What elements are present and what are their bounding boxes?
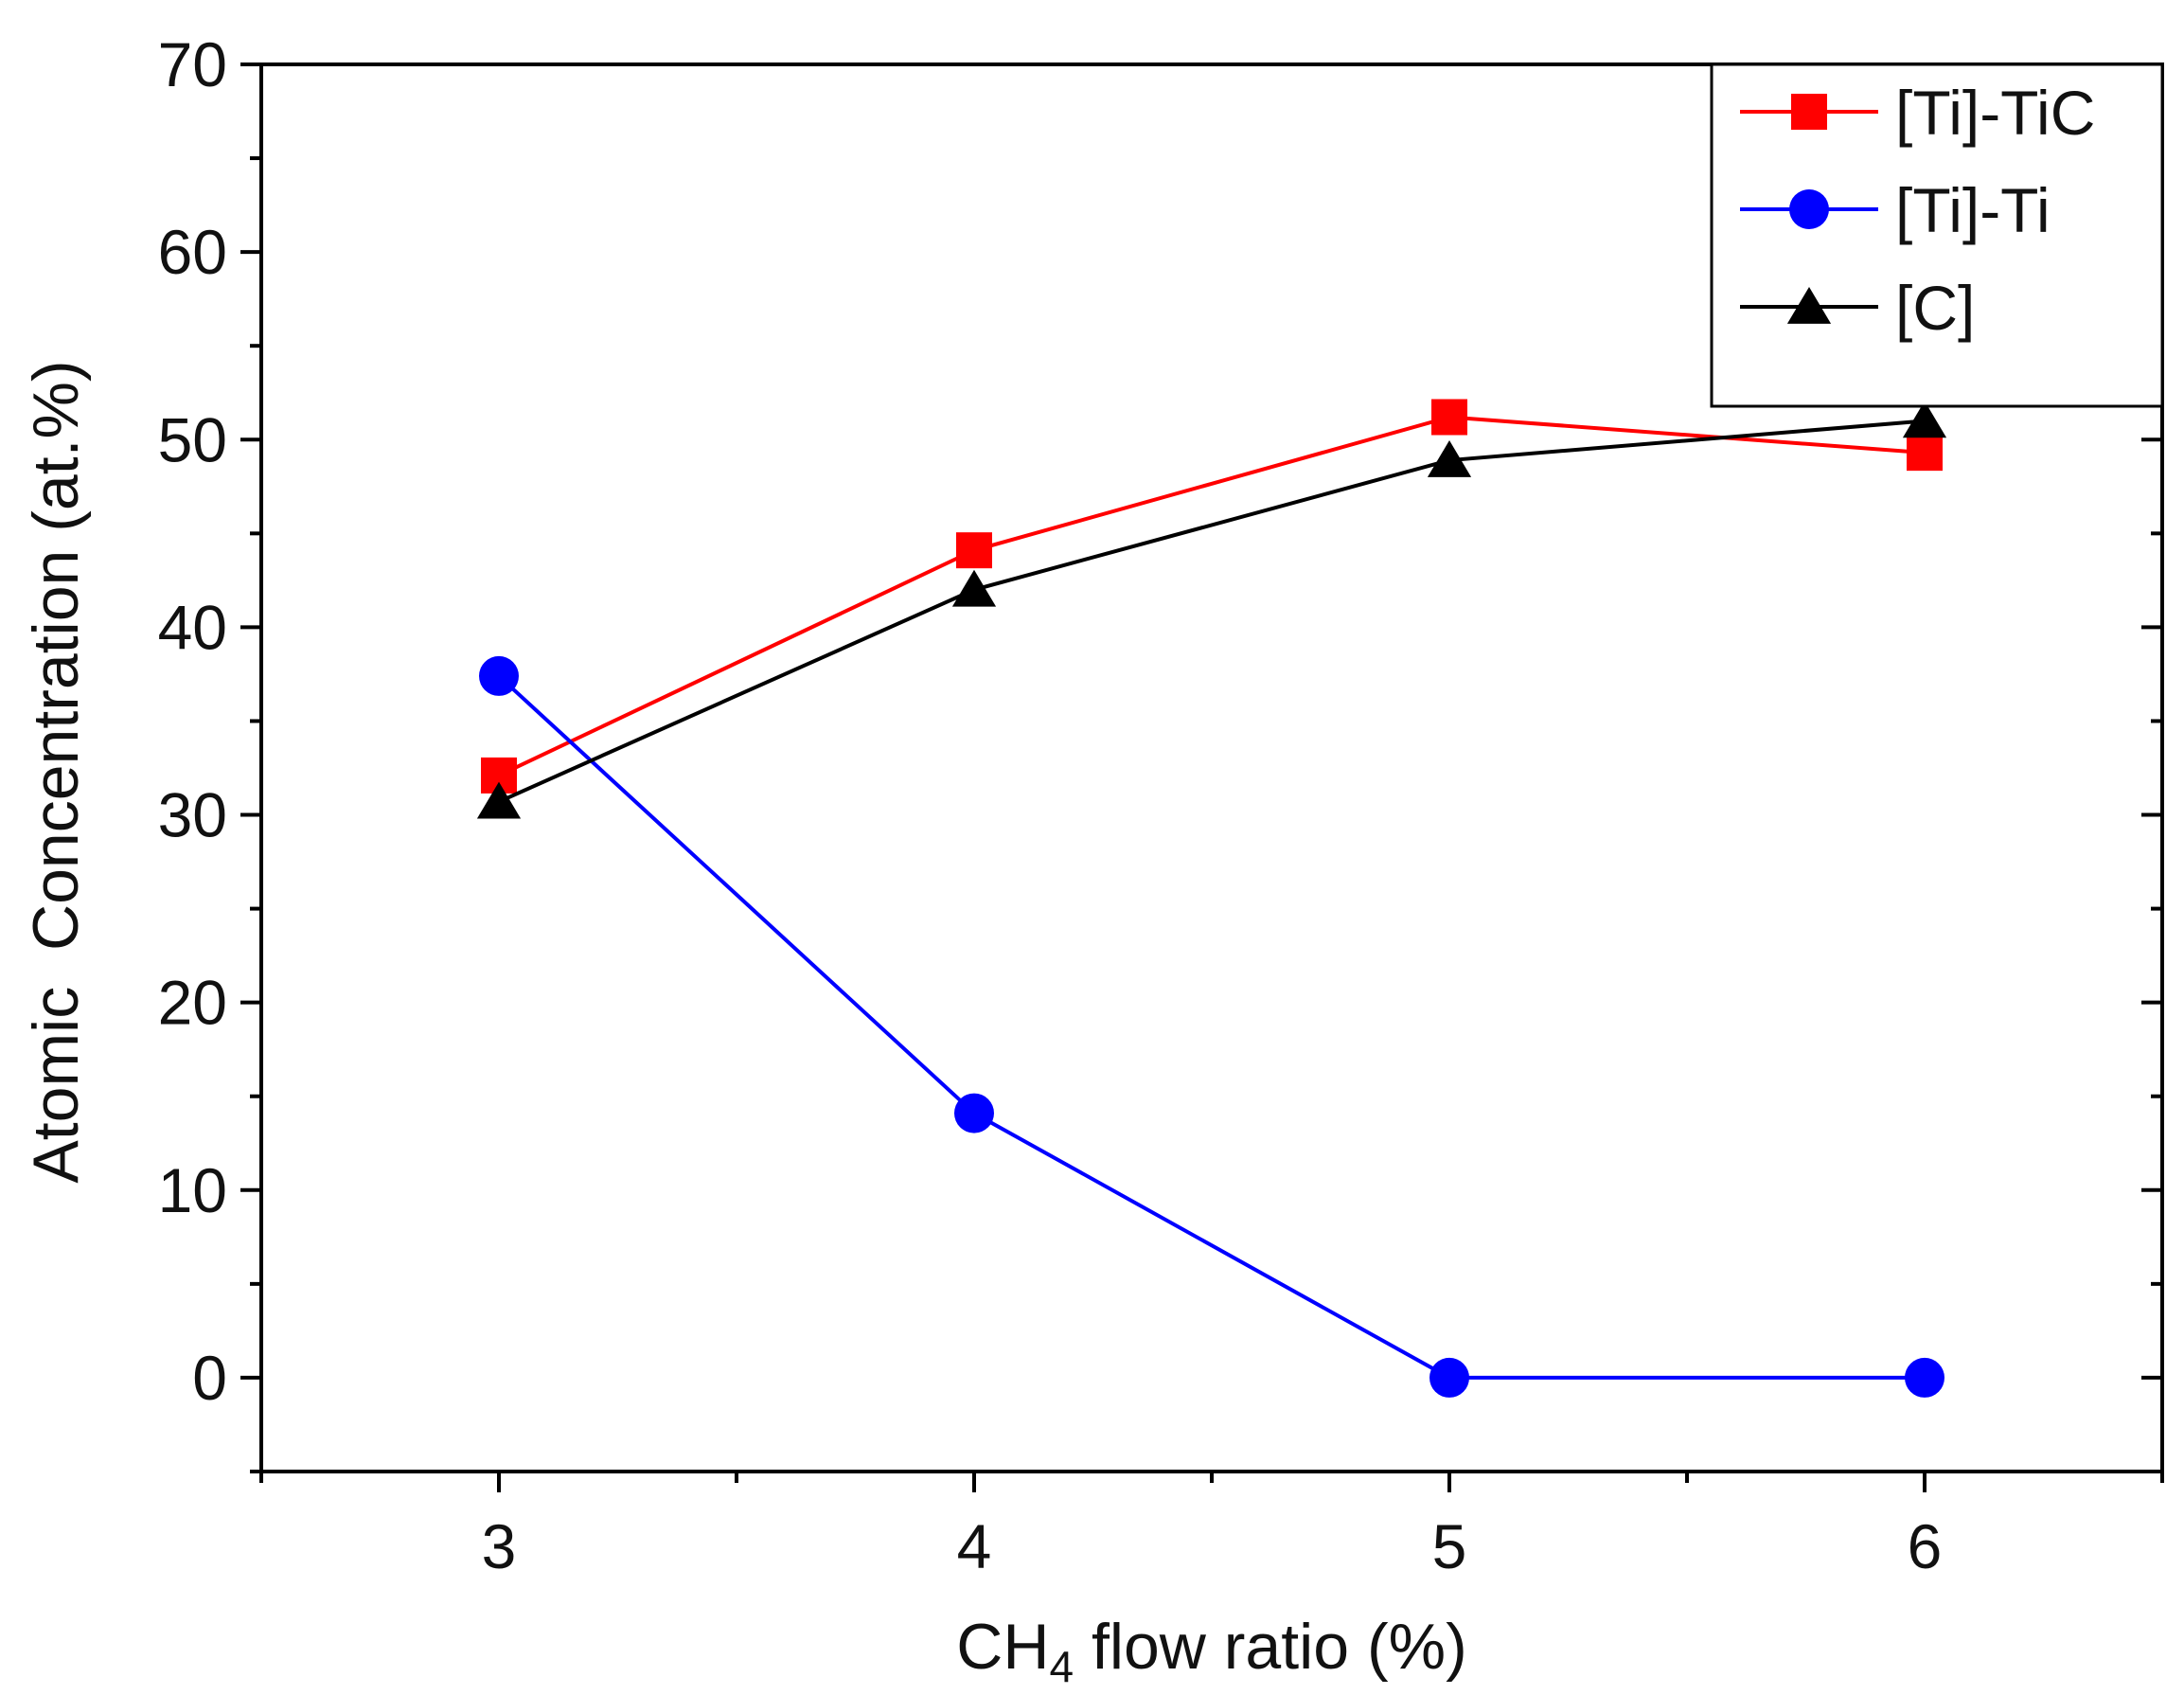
legend-marker <box>1789 189 1829 229</box>
series-line-c <box>498 419 1926 804</box>
y-tick-label: 40 <box>158 592 227 662</box>
legend-marker <box>1786 287 1832 324</box>
data-point-c <box>1902 401 1947 438</box>
x-tick-label: 4 <box>957 1511 992 1581</box>
x-tick-label: 6 <box>1908 1511 1943 1581</box>
series-line-ti-tic <box>498 415 1926 777</box>
legend-label: [Ti]-TiC <box>1895 78 2095 148</box>
y-tick-label: 20 <box>158 968 227 1038</box>
series-ti-ti <box>479 655 1944 1398</box>
x-axis-label: CH4 flow ratio (%) <box>956 1611 1466 1691</box>
data-point-ti-tic <box>1431 399 1467 436</box>
series-ti-tic <box>481 399 1943 794</box>
y-tick-label: 0 <box>192 1343 227 1413</box>
legend: [Ti]-TiC [Ti]-Ti [C] <box>1710 62 2164 408</box>
data-point-c <box>951 569 997 607</box>
series-layer <box>476 399 1947 1398</box>
x-tick-label: 5 <box>1432 1511 1467 1581</box>
data-point-ti-ti <box>1429 1357 1469 1398</box>
data-point-ti-tic <box>1907 435 1943 472</box>
data-point-ti-tic <box>956 532 992 569</box>
data-point-ti-ti <box>954 1093 994 1133</box>
data-point-c <box>476 781 522 819</box>
y-tick-label: 50 <box>158 404 227 474</box>
series-c <box>476 401 1947 819</box>
y-tick-label: 70 <box>158 29 227 99</box>
data-point-ti-ti <box>479 655 519 696</box>
legend-marker <box>1791 94 1827 130</box>
legend-label: [Ti]-Ti <box>1895 175 2051 245</box>
y-axis-label: Atomic Concentration (at.%) <box>20 360 92 1183</box>
data-point-ti-ti <box>1905 1357 1944 1398</box>
tick-labels: 0 10 20 30 40 50 60 70 3 4 5 6 <box>158 29 1943 1581</box>
y-tick-label: 30 <box>158 780 227 850</box>
axis-ticks <box>240 62 2164 1492</box>
series-line-ti-ti <box>497 674 1925 1380</box>
data-point-c <box>1427 440 1472 477</box>
legend-label: [C] <box>1895 273 1975 343</box>
x-tick-label: 3 <box>482 1511 517 1581</box>
legend-box <box>1710 62 2164 408</box>
y-tick-label: 60 <box>158 217 227 287</box>
y-tick-label: 10 <box>158 1155 227 1225</box>
